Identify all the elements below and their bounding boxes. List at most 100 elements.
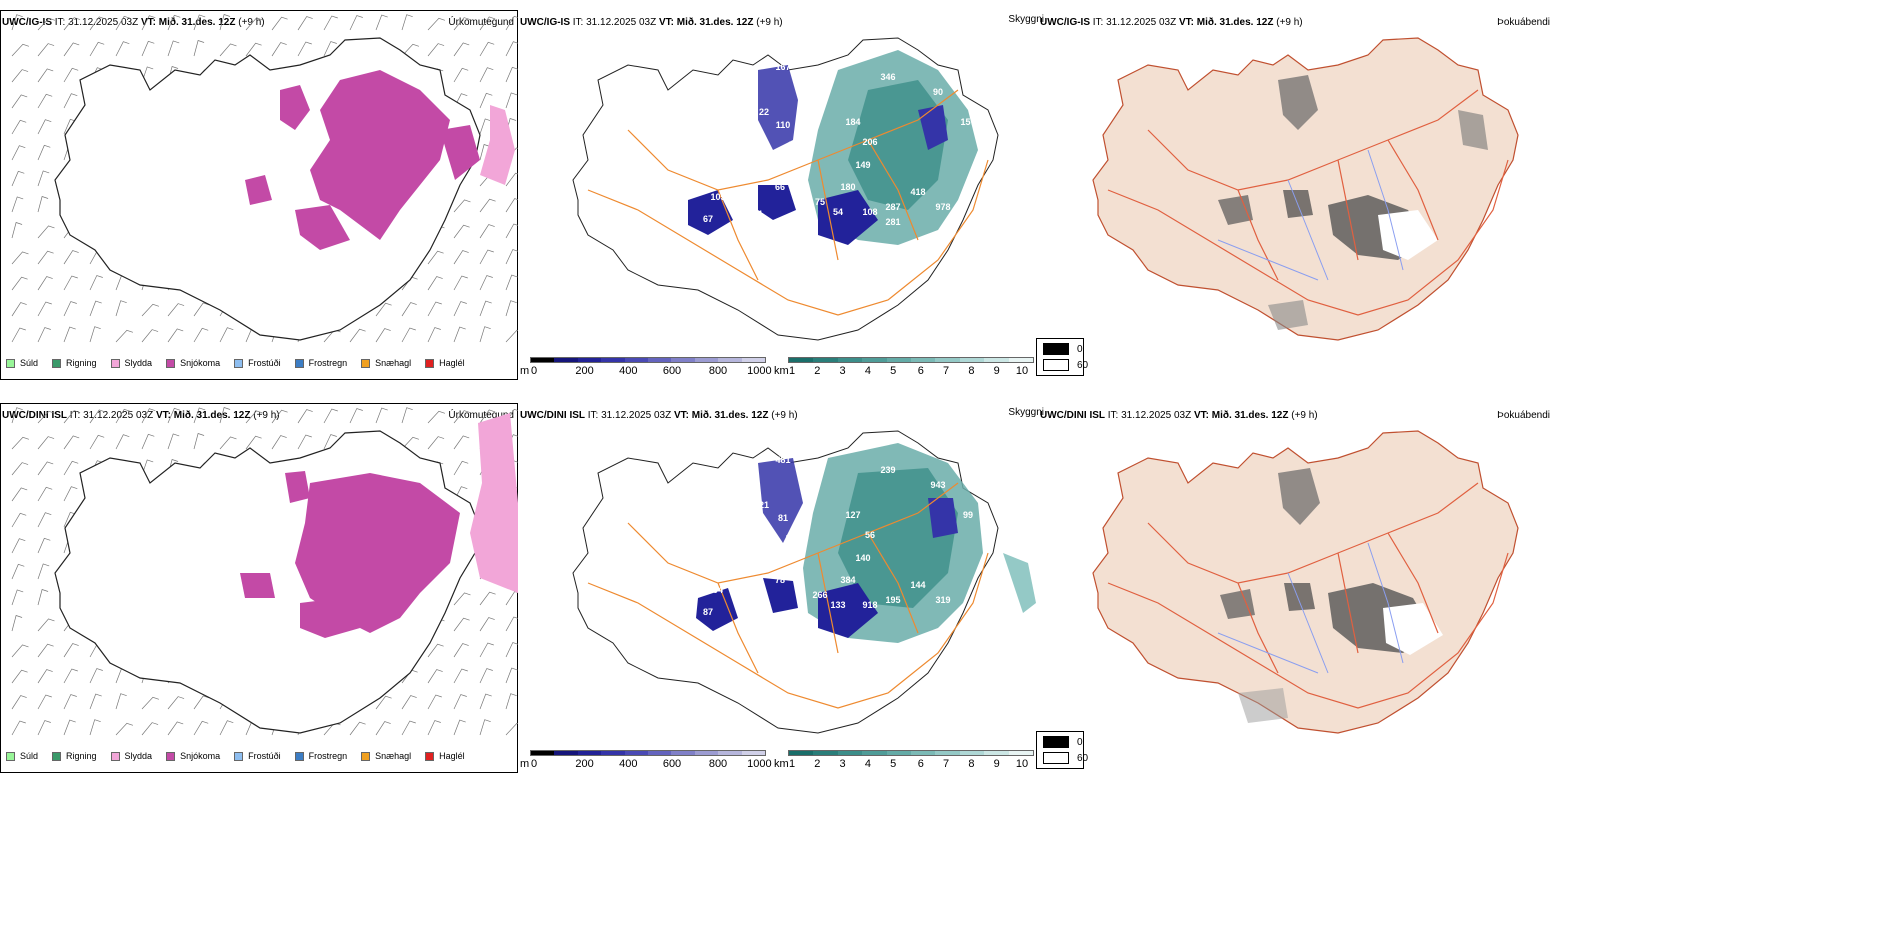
cloud-height-label: 180 <box>840 182 855 192</box>
tick-label: 3 <box>839 365 846 377</box>
legend-label: Snæhagl <box>375 751 412 761</box>
cloud-height-label: 12 <box>758 292 768 302</box>
cloud-height-label: 22 <box>759 107 769 117</box>
legend-swatch <box>361 358 371 368</box>
wind-barb <box>479 275 493 291</box>
wind-barb <box>11 145 26 161</box>
cloud-height-label: 137 <box>675 613 690 623</box>
wind-barb <box>401 407 413 424</box>
cloud-height-label: 78 <box>775 575 785 585</box>
tick-label: 200 <box>575 365 594 377</box>
wind-barb <box>479 41 495 57</box>
cloud-height-label: 418 <box>910 187 925 197</box>
colorbar-swatch <box>624 751 649 755</box>
wind-barb <box>37 93 53 109</box>
legend-item: Slydda <box>110 358 152 368</box>
wind-barb <box>453 275 468 291</box>
wind-barb <box>89 409 106 424</box>
colorbar-swatch <box>554 358 578 362</box>
tick-label: 4 <box>864 758 871 770</box>
wind-barb <box>11 251 29 265</box>
tick-label: 7 <box>943 758 950 770</box>
wind-barb <box>245 42 262 57</box>
colorbar-swatch <box>671 358 695 362</box>
wind-barb <box>193 14 206 31</box>
precip-legend-2: Súld Rigning Slydda Snjókoma Frostúði Fr… <box>6 751 479 761</box>
model-name: UWC/IG-IS <box>2 17 52 28</box>
wind-barb <box>505 172 518 187</box>
fog-panel-1: UWC/IG-IS IT: 31.12.2025 03Z VT: Mið. 31… <box>1038 10 1558 380</box>
colorbar-swatch <box>624 358 649 362</box>
cloud-height-label: 978 <box>935 202 950 212</box>
tick-label: 800 <box>708 365 728 377</box>
cloud-height-label: 384 <box>840 575 855 585</box>
tick-label: 2 <box>814 365 821 377</box>
wind-barb <box>167 407 181 424</box>
wind-barb <box>11 615 23 632</box>
wind-barb <box>479 642 494 658</box>
wind-barb <box>323 408 338 424</box>
vt-label: VT: <box>1178 17 1194 28</box>
wind-barb <box>427 250 444 265</box>
wind-barb <box>63 668 78 684</box>
wind-barb <box>11 695 27 710</box>
wind-barb <box>297 16 313 31</box>
model-name: UWC/IG-IS <box>520 17 570 28</box>
cloud-height-label: 31 <box>753 209 763 219</box>
fog-legend-label: 0 <box>1077 343 1083 355</box>
wind-barb <box>453 199 471 213</box>
wind-barb <box>505 667 518 684</box>
cloud-height-label: 54 <box>833 207 843 217</box>
wind-barb <box>37 43 55 57</box>
lead-time: (+9 h) <box>253 410 280 421</box>
tick-label: 200 <box>575 758 594 770</box>
wind-barb <box>37 436 55 450</box>
visibility-colorbar-1: km 1 2 3 4 5 6 7 8 9 10 <box>774 357 1036 379</box>
colorbar-swatch <box>718 358 742 362</box>
wind-barb <box>11 170 25 187</box>
wind-barb <box>219 327 234 343</box>
tick-label: 10 <box>1015 365 1029 377</box>
wind-barb <box>401 720 416 736</box>
wind-barb <box>115 300 127 317</box>
legend-swatch <box>425 358 435 368</box>
snow-area-west <box>240 573 275 598</box>
wind-barb <box>245 410 263 424</box>
legend-label: Súld <box>20 751 39 761</box>
colorbar-swatch <box>984 751 1009 755</box>
cloud-height-label: 105 <box>710 192 725 202</box>
cloud-area-north <box>758 65 798 150</box>
tick-label: 5 <box>890 365 897 377</box>
colorbar-swatch <box>935 751 960 755</box>
legend-item: Súld <box>6 751 38 761</box>
fog-header-2: UWC/DINI ISL IT: 31.12.2025 03Z VT: Mið.… <box>1040 410 1318 422</box>
colorbar-swatch <box>577 358 602 362</box>
colorbar-swatch <box>959 751 985 755</box>
wind-barb <box>505 223 518 239</box>
legend-item: Haglél <box>425 358 465 368</box>
legend-label: Snjókoma <box>180 751 221 761</box>
lead-time: (+9 h) <box>756 17 783 28</box>
cloud-base-colorbar-2: m 0 200 400 600 800 1000 <box>520 750 772 772</box>
wind-barb <box>167 696 185 710</box>
fog-legend-row: 60 <box>1043 359 1088 371</box>
wind-barb <box>453 643 469 658</box>
wind-barb <box>141 303 160 317</box>
wind-barb <box>11 94 28 109</box>
wind-barb <box>63 719 76 736</box>
precip-panel-2: UWC/DINI ISL IT: 31.12.2025 03Z VT: Mið.… <box>0 403 518 773</box>
legend-swatch <box>361 751 371 761</box>
colorbar-swatch <box>601 751 625 755</box>
road-network <box>1107 89 1509 316</box>
ceiling-title-2: Skyggni <box>1008 407 1044 418</box>
legend-swatch <box>6 751 15 761</box>
wind-barb <box>271 409 288 424</box>
legend-swatch <box>294 358 304 368</box>
fog-legend-1: 0 60 <box>1036 338 1088 376</box>
cloud-area-west <box>688 190 733 235</box>
wind-barb <box>115 693 127 710</box>
tick-label: 2 <box>814 758 821 770</box>
cloud-height-label: 127 <box>845 510 860 520</box>
cloud-height-label: 108 <box>862 207 877 217</box>
wind-barb <box>401 327 416 343</box>
